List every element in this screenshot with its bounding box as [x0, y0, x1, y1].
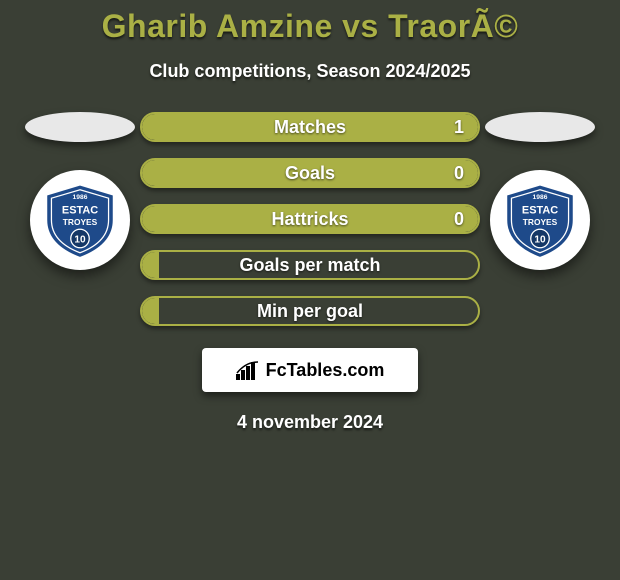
club-name-1: ESTAC: [62, 204, 98, 216]
player-left-club-badge: 1986 ESTAC TROYES 10: [30, 170, 130, 270]
stat-bar-label: Matches: [142, 114, 478, 140]
left-side: 1986 ESTAC TROYES 10: [20, 112, 140, 270]
club-number: 10: [534, 235, 546, 246]
club-logo-left: 1986 ESTAC TROYES 10: [38, 178, 122, 262]
stat-bar: Goals per match: [140, 250, 480, 280]
stat-bar-value: 1: [454, 114, 464, 140]
stat-bar-label: Hattricks: [142, 206, 478, 232]
player-right-ellipse: [485, 112, 595, 142]
stat-bar-label: Goals per match: [142, 252, 478, 278]
date-text: 4 november 2024: [237, 412, 383, 433]
player-right-club-badge: 1986 ESTAC TROYES 10: [490, 170, 590, 270]
stat-bar-value: 0: [454, 206, 464, 232]
page-title: Gharib Amzine vs TraorÃ©: [102, 8, 519, 45]
stat-bar-label: Min per goal: [142, 298, 478, 324]
attribution-text: FcTables.com: [266, 360, 385, 381]
club-name-2: TROYES: [63, 217, 98, 227]
main-row: 1986 ESTAC TROYES 10 Matches1Goals0Hattr…: [0, 112, 620, 326]
stat-bar-label: Goals: [142, 160, 478, 186]
club-year: 1986: [533, 194, 548, 201]
stat-bar-value: 0: [454, 160, 464, 186]
club-year: 1986: [73, 194, 88, 201]
club-name-1: ESTAC: [522, 204, 558, 216]
bars-icon: [236, 360, 260, 380]
infographic-container: Gharib Amzine vs TraorÃ© Club competitio…: [0, 0, 620, 433]
club-name-2: TROYES: [523, 217, 558, 227]
stat-bar: Goals0: [140, 158, 480, 188]
attribution-badge: FcTables.com: [202, 348, 418, 392]
club-number: 10: [74, 235, 86, 246]
right-side: 1986 ESTAC TROYES 10: [480, 112, 600, 270]
player-left-ellipse: [25, 112, 135, 142]
club-logo-right: 1986 ESTAC TROYES 10: [498, 178, 582, 262]
stat-bar: Matches1: [140, 112, 480, 142]
subtitle: Club competitions, Season 2024/2025: [149, 61, 470, 82]
stat-bar: Hattricks0: [140, 204, 480, 234]
stat-bar: Min per goal: [140, 296, 480, 326]
stat-bars: Matches1Goals0Hattricks0Goals per matchM…: [140, 112, 480, 326]
